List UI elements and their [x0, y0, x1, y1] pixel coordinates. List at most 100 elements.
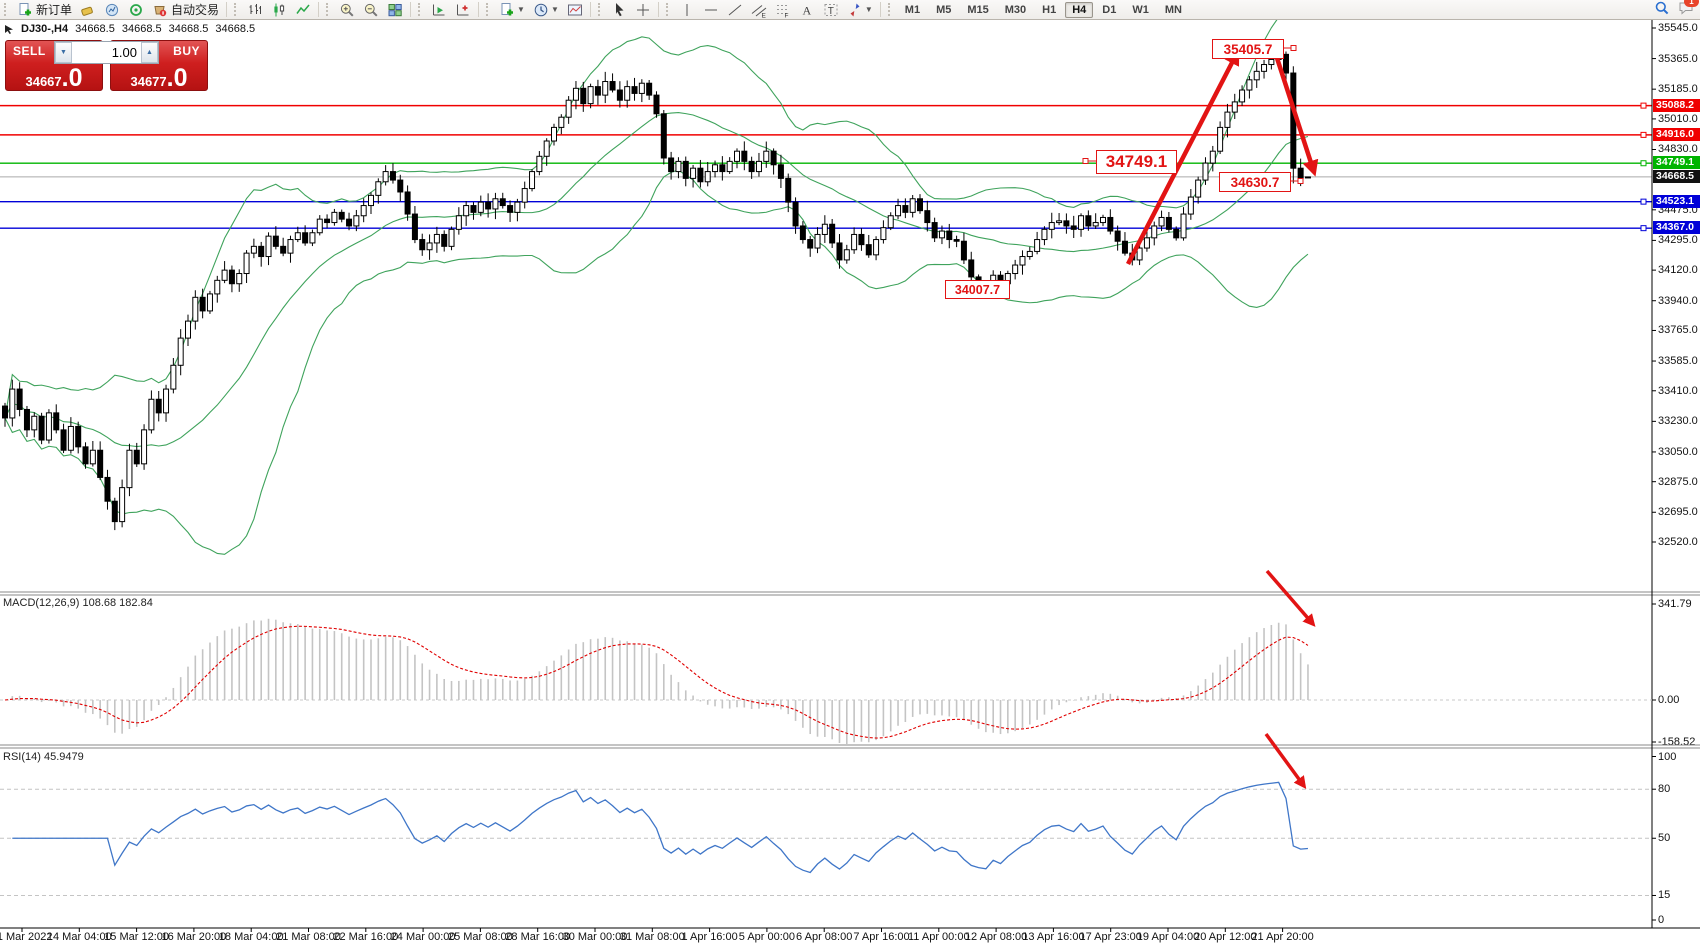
- candle: [909, 198, 916, 213]
- zoom-in-button[interactable]: [336, 0, 358, 19]
- text-icon: A: [802, 3, 811, 17]
- candle: [1253, 70, 1260, 81]
- volume-increase-button[interactable]: ▲: [141, 42, 158, 63]
- price-tick-label: 32875.0: [1658, 475, 1698, 488]
- time-axis-label: 19 Apr 04:00: [1136, 931, 1200, 943]
- timeframe-h4-button[interactable]: H4: [1065, 1, 1094, 18]
- text-label-button[interactable]: T: [820, 0, 842, 19]
- price-annotation[interactable]: 34630.7: [1219, 172, 1291, 192]
- chart-line-button[interactable]: [292, 0, 314, 19]
- candle: [426, 242, 433, 251]
- rsi-tick-label: 50: [1658, 832, 1671, 845]
- timeframe-m15-button[interactable]: M15: [967, 3, 989, 16]
- candle: [895, 205, 902, 217]
- crosshair-button[interactable]: [632, 0, 654, 19]
- rsi-indicator: [0, 781, 1652, 896]
- chat-button[interactable]: 1: [1678, 0, 1699, 19]
- timeframe-w1-button[interactable]: W1: [1132, 3, 1149, 16]
- zoom-out-button[interactable]: [360, 0, 382, 19]
- candle: [748, 160, 755, 173]
- candle: [1261, 64, 1268, 72]
- candle: [1239, 89, 1246, 103]
- autotrade-label: 自动交易: [171, 3, 220, 17]
- indicators-button[interactable]: ▼: [496, 0, 528, 19]
- candle: [880, 227, 887, 241]
- candle: [851, 233, 858, 251]
- candle: [360, 205, 367, 217]
- timeframe-d1-button[interactable]: D1: [1102, 3, 1117, 16]
- volume-decrease-button[interactable]: ▼: [55, 42, 72, 63]
- eraser-button[interactable]: [77, 0, 99, 19]
- auto-scroll-button[interactable]: [428, 0, 450, 19]
- price-annotation[interactable]: 34007.7: [945, 280, 1010, 299]
- chart-shift-button[interactable]: [452, 0, 474, 19]
- price-badge: 35088.2: [1653, 98, 1700, 112]
- tile-windows-icon: [388, 3, 402, 16]
- chart-candles-button[interactable]: [268, 0, 290, 19]
- buy-price: 34677.0: [130, 64, 188, 92]
- volume-input[interactable]: [72, 42, 141, 63]
- candle: [1202, 162, 1209, 181]
- candle: [697, 167, 704, 183]
- templates-button[interactable]: [564, 0, 586, 19]
- candle: [185, 320, 191, 339]
- candle: [1165, 216, 1172, 230]
- time-axis-label: 28 Mar 16:00: [505, 931, 571, 943]
- price-badge: 34916.0: [1653, 127, 1700, 141]
- fibonacci-button[interactable]: F: [772, 0, 794, 19]
- candle: [719, 164, 726, 173]
- chart-line-icon: [296, 4, 310, 14]
- candle: [1297, 167, 1304, 179]
- search-button[interactable]: [1654, 0, 1670, 19]
- chart-bars-button[interactable]: [244, 0, 266, 19]
- timeframe-m5-button[interactable]: M5: [936, 3, 952, 16]
- dropdown-arrow-icon[interactable]: ▼: [517, 5, 525, 14]
- time-axis-label: 14 Mar 04:00: [46, 931, 112, 943]
- candle: [287, 239, 294, 254]
- candle: [1217, 126, 1224, 152]
- time-axis-label: 1 Apr 16:00: [681, 931, 738, 943]
- candle: [609, 81, 616, 91]
- tile-windows-button[interactable]: [384, 0, 406, 19]
- signals-button[interactable]: [125, 0, 147, 19]
- vertical-line-button[interactable]: [676, 0, 698, 19]
- candle: [829, 223, 836, 244]
- candle: [777, 164, 784, 179]
- market-watch-button[interactable]: [101, 0, 123, 19]
- candle: [463, 205, 470, 217]
- timeframe-m30-button[interactable]: M30: [1004, 3, 1027, 16]
- new-order-button[interactable]: 新订单: [14, 0, 75, 19]
- timeframe-m1-button[interactable]: M1: [904, 3, 921, 16]
- toolbar-grip: [326, 3, 333, 16]
- candle: [221, 269, 228, 281]
- text-button[interactable]: A: [796, 0, 818, 19]
- equidistant-channel-button[interactable]: E: [748, 0, 770, 19]
- periods-button[interactable]: ▼: [530, 0, 562, 19]
- candle: [1121, 240, 1128, 254]
- dropdown-arrow-icon[interactable]: ▼: [864, 5, 873, 14]
- candle: [1224, 111, 1231, 128]
- candle: [67, 425, 74, 451]
- candle: [821, 223, 828, 235]
- horizontal-line-icon: [704, 9, 717, 10]
- dropdown-arrow-icon[interactable]: ▼: [550, 5, 559, 14]
- trendline-button[interactable]: [724, 0, 746, 19]
- candle: [316, 218, 323, 234]
- horizontal-line-button[interactable]: [700, 0, 722, 19]
- candle: [111, 500, 118, 523]
- timeframe-h1-button[interactable]: H1: [1042, 3, 1057, 16]
- candle: [133, 449, 140, 465]
- price-annotation[interactable]: 35405.7: [1212, 39, 1284, 59]
- arrows-button[interactable]: ▼: [844, 0, 876, 19]
- cursor-button[interactable]: [608, 0, 630, 19]
- toolbar-separator: [478, 2, 480, 17]
- candle: [206, 293, 213, 312]
- candle: [653, 94, 660, 115]
- time-axis-label: 6 Apr 08:00: [796, 931, 853, 943]
- price-annotation[interactable]: 34749.1: [1096, 150, 1177, 174]
- zoom-out-icon: [364, 3, 378, 17]
- timeframe-mn-button[interactable]: MN: [1164, 3, 1182, 16]
- text-label-icon: T: [824, 3, 838, 17]
- autotrade-button[interactable]: 自动交易: [149, 0, 222, 19]
